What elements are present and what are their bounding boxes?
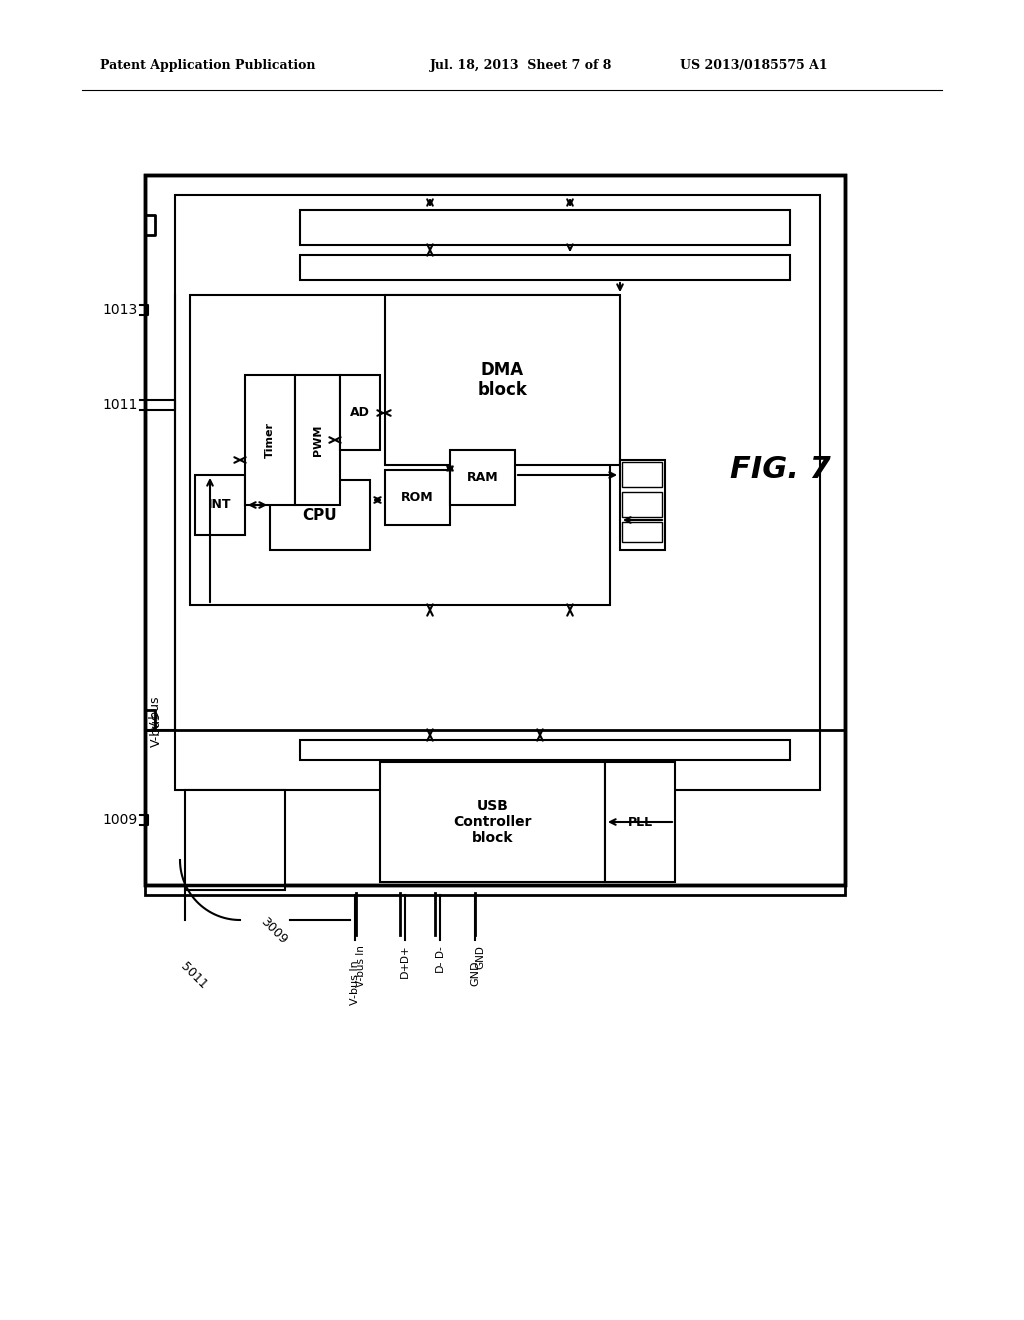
Text: V-bus In: V-bus In xyxy=(356,945,366,987)
Bar xyxy=(195,475,245,535)
Bar xyxy=(145,176,845,884)
Text: DMA
block: DMA block xyxy=(477,360,527,400)
Text: D+: D+ xyxy=(400,945,410,962)
Text: D-: D- xyxy=(435,960,445,973)
Text: 1009: 1009 xyxy=(102,813,138,828)
Text: INT: INT xyxy=(208,499,231,511)
Text: 1011: 1011 xyxy=(102,399,138,412)
Bar xyxy=(340,375,380,450)
Text: AD: AD xyxy=(350,407,370,418)
Bar xyxy=(190,294,610,605)
Text: Jul. 18, 2013  Sheet 7 of 8: Jul. 18, 2013 Sheet 7 of 8 xyxy=(430,58,612,71)
Bar xyxy=(175,195,820,789)
Text: CPU: CPU xyxy=(303,507,337,523)
Bar xyxy=(245,375,295,506)
Bar xyxy=(620,459,665,550)
Bar xyxy=(450,450,515,506)
Bar xyxy=(385,294,620,465)
Text: Patent Application Publication: Patent Application Publication xyxy=(100,58,315,71)
Text: GND: GND xyxy=(475,945,485,969)
Bar xyxy=(300,741,790,760)
Text: FIG. 7: FIG. 7 xyxy=(730,455,830,484)
Bar xyxy=(385,470,450,525)
Text: 5011: 5011 xyxy=(178,960,210,991)
Text: Timer: Timer xyxy=(265,422,275,458)
Bar xyxy=(380,762,605,882)
Text: PWM: PWM xyxy=(312,424,323,455)
Text: V-bus: V-bus xyxy=(148,696,162,730)
Bar xyxy=(145,176,845,884)
Bar xyxy=(295,375,340,506)
Text: D+: D+ xyxy=(400,960,410,978)
Text: US 2013/0185575 A1: US 2013/0185575 A1 xyxy=(680,58,827,71)
Text: PLL: PLL xyxy=(628,816,652,829)
Text: V-bus In: V-bus In xyxy=(350,960,360,1005)
Text: D-: D- xyxy=(435,945,445,957)
Bar xyxy=(622,492,662,517)
Text: GND: GND xyxy=(470,960,480,986)
Bar xyxy=(605,762,675,882)
Text: V-bus: V-bus xyxy=(150,713,163,747)
Bar xyxy=(185,789,285,890)
Text: 3009: 3009 xyxy=(258,915,290,946)
Text: 1013: 1013 xyxy=(102,304,138,317)
Bar xyxy=(145,730,845,895)
Bar xyxy=(300,255,790,280)
Bar xyxy=(622,521,662,543)
Bar xyxy=(300,210,790,246)
Bar xyxy=(270,480,370,550)
Text: RAM: RAM xyxy=(467,471,499,484)
Text: USB
Controller
block: USB Controller block xyxy=(454,799,531,845)
Text: ROM: ROM xyxy=(401,491,434,504)
Bar xyxy=(622,462,662,487)
